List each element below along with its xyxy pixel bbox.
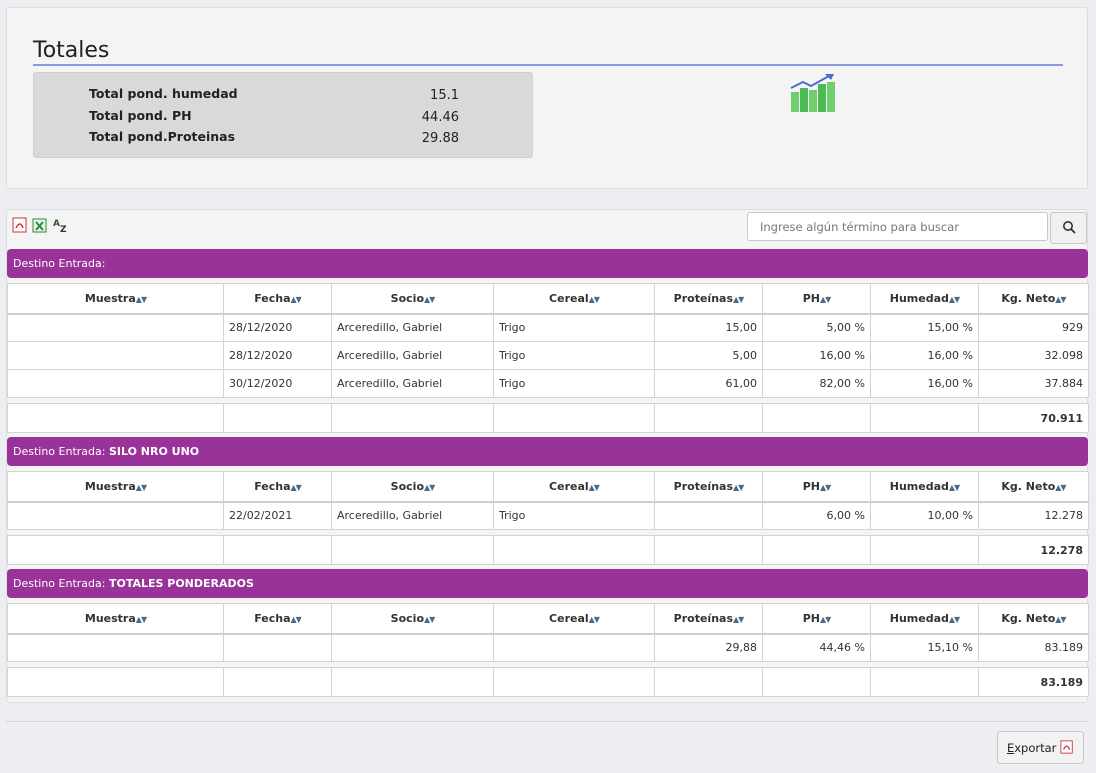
col-socio[interactable]: Socio▲▼ xyxy=(331,471,494,503)
table-row[interactable]: 28/12/2020 Arceredillo, Gabriel Trigo 15,0… xyxy=(7,313,1089,342)
totals-divider xyxy=(33,64,1063,66)
total-proteinas-value: 29.88 xyxy=(421,131,459,146)
col-kg-neto[interactable]: Kg. Neto▲▼ xyxy=(978,283,1089,315)
group-label: Destino Entrada: xyxy=(13,257,106,270)
total-proteinas-label: Total pond.Proteinas xyxy=(89,129,236,144)
table-row[interactable]: 30/12/2020 Arceredillo, Gabriel Trigo 61,0… xyxy=(7,369,1089,398)
search-button[interactable] xyxy=(1050,212,1087,244)
group-table: Muestra▲▼ Fecha▲▼ Socio▲▼ Cereal▲▼ Prote… xyxy=(7,603,1089,662)
col-ph[interactable]: PH▲▼ xyxy=(762,471,871,503)
totals-summary-box: Total pond. humedad 15.1 Total pond. PH … xyxy=(33,72,533,158)
col-fecha[interactable]: Fecha▲▼ xyxy=(223,603,332,635)
col-muestra[interactable]: Muestra▲▼ xyxy=(7,283,224,315)
group-total-row: 83.189 xyxy=(7,667,1089,697)
total-ph-row: Total pond. PH 44.46 xyxy=(89,108,459,128)
total-ph-value: 44.46 xyxy=(421,110,459,125)
col-socio[interactable]: Socio▲▼ xyxy=(331,603,494,635)
total-humedad-row: Total pond. humedad 15.1 xyxy=(89,86,459,106)
col-cereal[interactable]: Cereal▲▼ xyxy=(493,603,655,635)
col-socio[interactable]: Socio▲▼ xyxy=(331,283,494,315)
svg-text:Z: Z xyxy=(60,225,67,233)
chart-growth-icon[interactable] xyxy=(789,74,837,114)
group-table: Muestra▲▼ Fecha▲▼ Socio▲▼ Cereal▲▼ Prote… xyxy=(7,471,1089,530)
col-fecha[interactable]: Fecha▲▼ xyxy=(223,471,332,503)
col-proteinas[interactable]: Proteínas▲▼ xyxy=(654,471,763,503)
col-cereal[interactable]: Cereal▲▼ xyxy=(493,283,655,315)
search-icon xyxy=(1062,220,1076,234)
data-panel: AZ Destino Entrada: Muestra▲▼ Fecha▲▼ So… xyxy=(6,209,1089,703)
excel-icon[interactable] xyxy=(32,217,48,236)
total-humedad-value: 15.1 xyxy=(430,88,459,103)
group-total-kg: 70.911 xyxy=(978,403,1089,433)
col-muestra[interactable]: Muestra▲▼ xyxy=(7,603,224,635)
col-ph[interactable]: PH▲▼ xyxy=(762,283,871,315)
group-label: Destino Entrada: xyxy=(13,577,106,590)
col-proteinas[interactable]: Proteínas▲▼ xyxy=(654,603,763,635)
total-humedad-label: Total pond. humedad xyxy=(89,86,238,101)
totals-title: Totales xyxy=(33,38,110,63)
table-header-row: Muestra▲▼ Fecha▲▼ Socio▲▼ Cereal▲▼ Prote… xyxy=(7,283,1089,315)
group-table: Muestra▲▼ Fecha▲▼ Socio▲▼ Cereal▲▼ Prote… xyxy=(7,283,1089,398)
col-humedad[interactable]: Humedad▲▼ xyxy=(870,603,979,635)
table-row[interactable]: 22/02/2021 Arceredillo, Gabriel Trigo 6,00… xyxy=(7,501,1089,530)
col-humedad[interactable]: Humedad▲▼ xyxy=(870,283,979,315)
group-header-destino: Destino Entrada: xyxy=(7,249,1088,278)
col-proteinas[interactable]: Proteínas▲▼ xyxy=(654,283,763,315)
group-header-silo-nro-uno: Destino Entrada: SILO NRO UNO xyxy=(7,437,1088,466)
col-fecha[interactable]: Fecha▲▼ xyxy=(223,283,332,315)
group-name: TOTALES PONDERADOS xyxy=(108,577,254,590)
group-label: Destino Entrada: xyxy=(13,445,106,458)
group-name: SILO NRO UNO xyxy=(108,445,200,458)
export-button[interactable]: Exportar xyxy=(997,731,1084,764)
col-humedad[interactable]: Humedad▲▼ xyxy=(870,471,979,503)
total-ph-label: Total pond. PH xyxy=(89,108,192,123)
pdf-icon[interactable] xyxy=(12,217,28,236)
table-row[interactable]: 29,88 44,46 % 15,10 % 83.189 xyxy=(7,633,1089,662)
group-total-kg: 83.189 xyxy=(978,667,1089,697)
table-row[interactable]: 28/12/2020 Arceredillo, Gabriel Trigo 5,00… xyxy=(7,341,1089,370)
totals-panel: Totales Total pond. humedad 15.1 Total p… xyxy=(6,7,1088,189)
svg-text:A: A xyxy=(53,219,60,229)
footer-divider xyxy=(6,721,1088,722)
col-kg-neto[interactable]: Kg. Neto▲▼ xyxy=(978,471,1089,503)
group-total-row: 12.278 xyxy=(7,535,1089,565)
group-total-row: 70.911 xyxy=(7,403,1089,433)
col-ph[interactable]: PH▲▼ xyxy=(762,603,871,635)
col-muestra[interactable]: Muestra▲▼ xyxy=(7,471,224,503)
table-header-row: Muestra▲▼ Fecha▲▼ Socio▲▼ Cereal▲▼ Prote… xyxy=(7,603,1089,635)
group-total-kg: 12.278 xyxy=(978,535,1089,565)
group-header-totales-ponderados: Destino Entrada: TOTALES PONDERADOS xyxy=(7,569,1088,598)
col-cereal[interactable]: Cereal▲▼ xyxy=(493,471,655,503)
total-proteinas-row: Total pond.Proteinas 29.88 xyxy=(89,129,459,149)
table-header-row: Muestra▲▼ Fecha▲▼ Socio▲▼ Cereal▲▼ Prote… xyxy=(7,471,1089,503)
pdf-icon xyxy=(1060,740,1073,754)
search-input[interactable] xyxy=(747,212,1048,241)
col-kg-neto[interactable]: Kg. Neto▲▼ xyxy=(978,603,1089,635)
